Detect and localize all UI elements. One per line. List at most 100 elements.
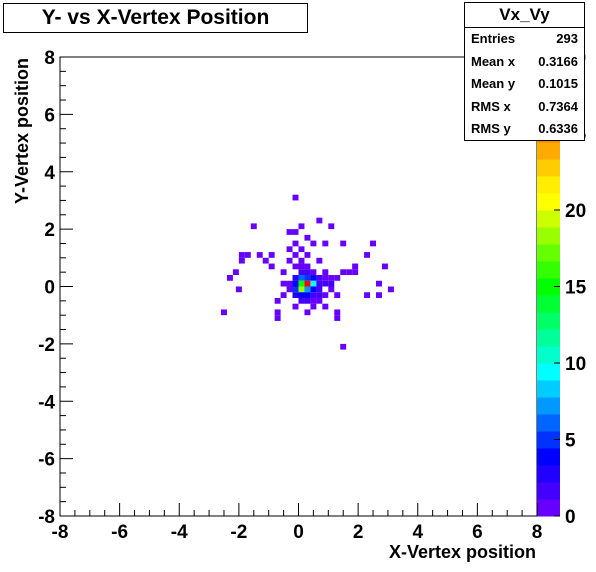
palette-segment <box>537 448 560 466</box>
heatmap-cell <box>274 309 281 316</box>
heatmap-cell <box>322 240 329 247</box>
heatmap-cell <box>352 269 359 276</box>
palette-segment <box>537 499 560 517</box>
heatmap-cell <box>292 303 299 310</box>
stats-row-rms-y: RMS y 0.6336 <box>465 118 584 141</box>
stats-label: RMS y <box>471 121 511 136</box>
heatmap-cell <box>244 252 251 258</box>
heatmap-cell <box>292 275 299 281</box>
heatmap-cell <box>235 286 242 293</box>
heatmap-cell <box>310 240 317 247</box>
palette-segment <box>537 414 560 432</box>
heatmap-cell <box>292 263 299 270</box>
heatmap-cells <box>220 194 394 350</box>
heatmap-cell <box>232 269 239 276</box>
palette-segment <box>537 244 560 262</box>
heatmap-cell <box>316 292 323 298</box>
palette-segment <box>537 227 560 245</box>
chart-title: Y- vs X-Vertex Position <box>3 3 308 33</box>
heatmap-cell <box>316 257 323 264</box>
stats-label: Mean x <box>471 53 516 69</box>
heatmap-cell <box>376 280 382 287</box>
heatmap-cell <box>346 269 353 276</box>
stats-value: 0.7364 <box>538 98 578 114</box>
y-tick-label: 8 <box>44 48 55 69</box>
heatmap-cell <box>256 252 263 258</box>
heatmap-cell <box>352 263 359 270</box>
x-tick-label: 8 <box>532 522 543 543</box>
palette-tick-label: 20 <box>565 201 586 222</box>
x-tick-label: 0 <box>293 522 304 543</box>
palette-segment <box>537 431 560 449</box>
heatmap-cell <box>298 223 305 230</box>
heatmap-cell <box>298 269 305 276</box>
heatmap-cell <box>334 315 341 321</box>
x-tick-label: -6 <box>111 522 128 543</box>
heatmap-cell <box>376 292 382 298</box>
y-tick-label: -4 <box>38 392 55 413</box>
stats-row-entries: Entries 293 <box>465 28 584 51</box>
heatmap-cell <box>304 286 311 293</box>
stats-label: Entries <box>471 31 516 46</box>
palette-segment <box>537 210 560 228</box>
y-tick-label: -8 <box>38 507 55 528</box>
palette-segment <box>537 465 560 483</box>
palette-tick-label: 15 <box>565 278 587 299</box>
heatmap-cell <box>328 280 335 287</box>
stats-row-rms-x: RMS x 0.7364 <box>465 96 584 119</box>
palette-segment <box>537 397 560 415</box>
heatmap-cell <box>304 234 311 241</box>
heatmap-cell <box>304 297 311 304</box>
heatmap-cell <box>328 286 335 293</box>
heatmap-cell <box>274 297 281 304</box>
x-tick-label: 2 <box>353 522 364 543</box>
heatmap-cell <box>298 297 305 304</box>
stats-box: Vx_Vy Entries 293 Mean x 0.3166 Mean y 0… <box>464 2 585 141</box>
palette-segment <box>537 363 560 381</box>
heatmap-cell <box>322 303 329 310</box>
palette-tick-label: 5 <box>565 431 576 452</box>
palette-segment <box>537 312 560 330</box>
heatmap-cell <box>340 269 347 276</box>
stats-label: Mean y <box>471 76 516 91</box>
heatmap-cell <box>280 269 287 276</box>
heatmap-cell <box>298 292 305 298</box>
y-tick-label: 6 <box>44 105 55 126</box>
stats-row-mean-x: Mean x 0.3166 <box>465 51 584 74</box>
palette-segment <box>537 261 560 279</box>
heatmap-cell <box>304 275 311 281</box>
palette-segment <box>537 142 560 160</box>
palette-segment <box>537 176 560 194</box>
heatmap-cell <box>364 252 371 258</box>
heatmap-cell <box>310 275 317 281</box>
palette-segment <box>537 193 560 211</box>
heatmap-cell <box>381 263 388 270</box>
y-tick-label: 2 <box>44 220 55 241</box>
palette-segment <box>537 329 560 347</box>
heatmap-cell <box>238 257 245 264</box>
heatmap-cell <box>298 280 305 287</box>
heatmap-cell <box>304 252 311 258</box>
palette-segment <box>537 482 560 500</box>
heatmap-cell <box>304 309 311 316</box>
heatmap-cell <box>262 257 269 264</box>
palette-tick-label: 10 <box>565 354 586 375</box>
x-tick-label: 6 <box>472 522 483 543</box>
heatmap-cell <box>304 280 311 287</box>
heatmap-cell <box>310 292 317 298</box>
palette-segment <box>537 278 560 296</box>
stats-value: 0.6336 <box>538 121 578 136</box>
heatmap-cell <box>310 286 317 293</box>
x-tick-label: 4 <box>412 522 423 543</box>
heatmap-cell <box>316 275 323 281</box>
heatmap-cell <box>226 275 233 281</box>
heatmap-cell <box>286 229 293 235</box>
heatmap-cell <box>292 252 299 258</box>
stats-value: 0.3166 <box>538 53 578 69</box>
stats-row-mean-y: Mean y 0.1015 <box>465 73 584 96</box>
heatmap-cell <box>292 194 299 201</box>
heatmap-cell <box>292 229 299 235</box>
heatmap-cell <box>310 280 317 287</box>
heatmap-cell <box>286 286 293 293</box>
heatmap-cell <box>310 303 317 310</box>
